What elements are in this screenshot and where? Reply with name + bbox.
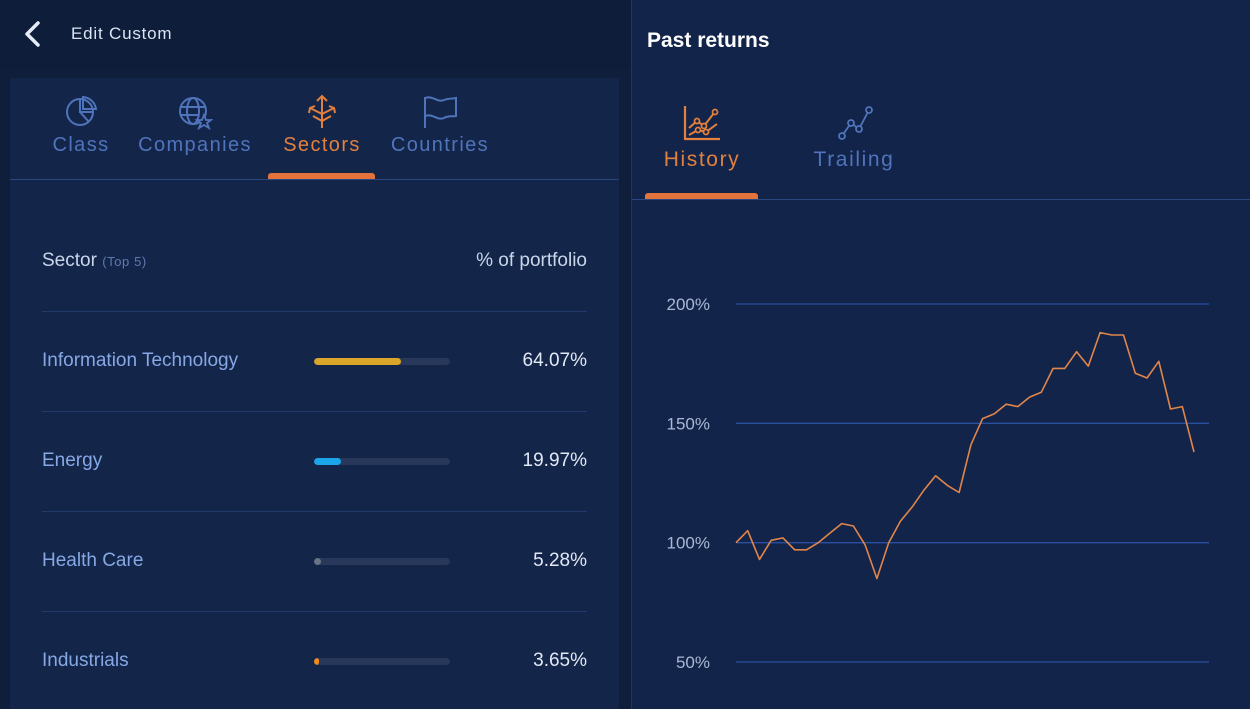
sector-row: Industrials 3.65% [42,612,587,709]
pie-chart-icon [66,95,98,126]
sector-row: Energy 19.97% [42,412,587,512]
sector-bar-track [314,458,450,465]
y-tick-label: 100% [667,534,710,553]
tab-class[interactable]: Class [40,94,122,180]
left-pane: Edit Custom Class [0,0,631,709]
sector-name: Health Care [42,550,144,571]
tab-sectors[interactable]: Sectors [272,94,372,180]
sector-name: Information Technology [42,350,239,371]
sector-percentage: 3.65% [533,650,587,671]
globe-star-icon [179,97,213,130]
sector-name: Energy [42,450,103,471]
past-returns-title: Past returns [647,29,770,52]
top-bar: Edit Custom [0,0,631,68]
y-tick-label: 50% [676,653,710,672]
history-line-chart: 200% 150% 100% 50% [667,295,1209,672]
allocation-tabs: Class Companies [10,78,619,180]
tab-sectors-label: Sectors [283,134,361,156]
sector-bar-track [314,558,450,565]
scatter-line-icon [838,106,873,140]
y-tick-label: 200% [667,295,710,314]
sector-header-label: Sector [42,250,97,271]
sectors-arrows-icon [308,94,336,128]
sector-bar-fill [314,458,341,465]
sector-percentage: 5.28% [533,550,587,571]
sector-bar-track [314,658,450,665]
portfolio-pct-header: % of portfolio [476,250,587,271]
past-returns-pane: Past returns History Trai [631,0,1250,709]
sector-bar-fill [314,358,401,365]
flag-icon [424,96,457,128]
y-tick-label: 150% [667,414,710,433]
page-title: Edit Custom [71,24,173,43]
tab-companies-label: Companies [138,134,252,156]
tab-countries[interactable]: Countries [384,94,496,180]
chevron-left-icon [25,21,40,47]
tab-countries-label: Countries [390,134,490,156]
line-chart-icon [683,106,720,141]
sector-table-header: Sector (Top 5) % of portfolio [42,250,587,312]
tab-trailing-label: Trailing [813,148,895,171]
tab-class-label: Class [52,134,110,156]
sector-row: Health Care 5.28% [42,512,587,612]
active-tab-indicator [268,173,375,179]
sector-column-header: Sector (Top 5) [42,250,147,272]
tab-history[interactable]: History [652,104,752,172]
sector-bar-fill [314,558,321,565]
sector-bar-fill [314,658,319,665]
sector-bar-track [314,358,450,365]
series-line [735,331,1195,580]
sector-header-subtitle: (Top 5) [102,254,147,269]
tab-companies[interactable]: Companies [130,94,260,180]
active-returns-tab-indicator [645,193,758,199]
back-button[interactable] [18,18,48,50]
tab-trailing[interactable]: Trailing [804,104,904,172]
sector-name: Industrials [42,650,129,671]
sector-row: Information Technology 64.07% [42,312,587,412]
sector-percentage: 19.97% [522,450,587,471]
sector-percentage: 64.07% [522,350,587,371]
allocation-panel: Class Companies [10,78,619,709]
returns-tabs: History Trailing [632,80,1250,200]
tab-history-label: History [663,148,741,171]
